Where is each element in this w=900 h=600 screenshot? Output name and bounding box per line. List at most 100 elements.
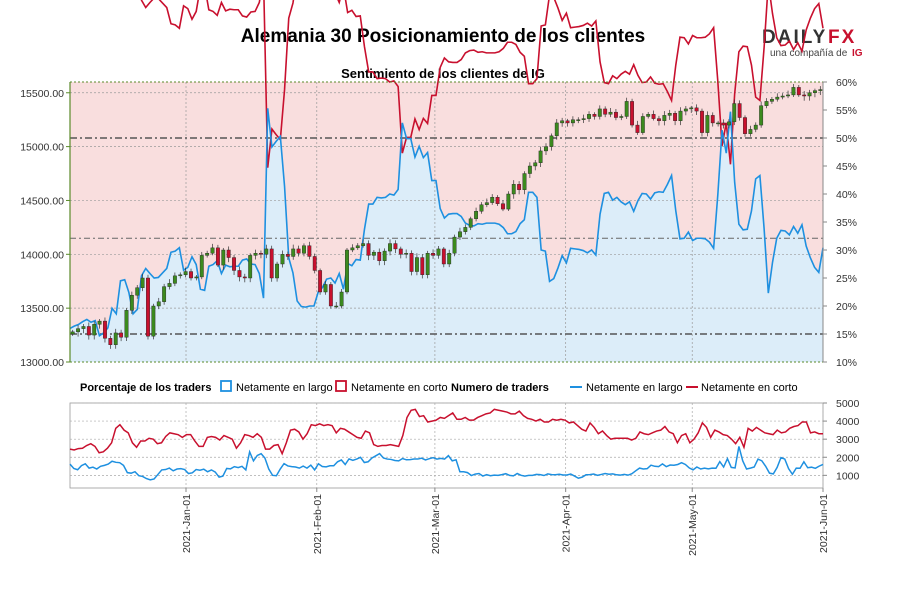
legend-short-label: Netamente en corto: [351, 382, 448, 394]
candle-body: [334, 305, 339, 308]
pct-tick-label: 30%: [836, 245, 857, 257]
candle-body: [447, 253, 452, 265]
candle-body: [614, 111, 618, 118]
net-long-pct-line: [69, 108, 824, 337]
candle-body: [382, 250, 387, 261]
candle-body: [694, 107, 699, 112]
candle-body: [780, 95, 785, 98]
candle-body: [748, 129, 753, 134]
date-tick-label: 2021-Apr-01: [561, 494, 573, 553]
candle-body: [291, 248, 296, 257]
candle-body: [167, 283, 172, 287]
candle-body: [307, 245, 312, 257]
candle-body: [667, 113, 672, 116]
candle-body: [253, 253, 258, 256]
candle-body: [640, 116, 645, 133]
candle-body: [151, 305, 156, 337]
candle-body: [436, 248, 441, 256]
candle-body: [522, 173, 527, 190]
dailyfx-logo: DAILY FX una compañía de IG: [762, 27, 863, 59]
candle-body: [517, 184, 522, 190]
candle-body: [597, 108, 602, 117]
candle-body: [199, 255, 204, 278]
chart-title: Alemania 30 Posicionamiento de los clien…: [241, 26, 645, 47]
candle-body: [501, 203, 505, 210]
candle-body: [248, 255, 253, 279]
candle-body: [813, 90, 817, 93]
candle-body: [743, 117, 747, 134]
candle-body: [178, 274, 183, 277]
candle-body: [533, 162, 538, 167]
price-tick-label: 13000.00: [20, 357, 64, 369]
candle-body: [194, 276, 199, 279]
candle-body: [323, 284, 328, 293]
pct-tick-label: 60%: [836, 77, 857, 89]
candle-body: [554, 122, 559, 137]
candle-body: [441, 248, 446, 265]
candle-body: [156, 301, 161, 307]
legend-long-label: Netamente en largo: [236, 382, 333, 394]
candle-body: [678, 110, 683, 121]
candle-body: [425, 253, 430, 275]
candle-body: [452, 236, 457, 254]
price-tick-label: 14000.00: [20, 249, 64, 261]
traders-tick-label: 1000: [836, 470, 860, 482]
candle-body: [587, 114, 591, 119]
candle-body: [221, 249, 226, 266]
candle-body: [162, 286, 167, 302]
price-tick-label: 15000.00: [20, 142, 64, 154]
candle-body: [549, 135, 554, 147]
candle-body: [732, 103, 737, 123]
candle-body: [511, 184, 516, 195]
candle-body: [393, 243, 398, 250]
candle-body: [603, 108, 608, 115]
date-tick-label: 2021-Jun-01: [818, 494, 830, 553]
price-tick-label: 15500.00: [20, 88, 64, 100]
traders-tick-label: 5000: [836, 398, 860, 410]
price-tick-label: 14500.00: [20, 195, 64, 207]
candle-body: [103, 320, 107, 339]
candle-body: [183, 271, 188, 275]
candle-body: [769, 99, 774, 102]
candle-body: [683, 108, 688, 112]
candle-body: [710, 115, 715, 124]
candle-body: [474, 211, 479, 219]
candle-body: [259, 253, 263, 255]
candle-body: [135, 287, 140, 296]
candle-body: [285, 254, 290, 257]
candle-body: [764, 101, 769, 106]
traders-tick-label: 4000: [836, 416, 860, 428]
candle-body: [657, 118, 661, 121]
traders-axis-right: 1000 2000 3000 4000 5000: [823, 398, 860, 482]
candle-body: [420, 257, 425, 275]
candle-body: [608, 111, 613, 115]
logo-badge: IG: [852, 48, 863, 59]
candle-body: [92, 324, 97, 336]
candle-body: [355, 245, 360, 249]
candle-body: [490, 197, 495, 203]
date-tick-label: 2021-Mar-01: [430, 494, 442, 554]
price-panel: 13000.00 13500.00 14000.00 14500.00 15000.00…: [20, 0, 857, 369]
legend-pct-title: Porcentaje de los traders: [80, 382, 211, 394]
candle-body: [796, 87, 801, 96]
candle-body: [624, 101, 629, 117]
date-tick-label: 2021-May-01: [687, 494, 699, 556]
pct-tick-label: 25%: [836, 273, 857, 285]
price-candles: [70, 84, 823, 349]
price-tick-label: 13500.00: [20, 303, 64, 315]
date-axis: 2021-Jan-01 2021-Feb-01 2021-Mar-01 2021-Ap…: [181, 488, 830, 556]
logo-brand-right: FX: [828, 27, 856, 48]
candle-body: [538, 150, 543, 163]
logo-brand-left: DAILY: [762, 27, 827, 48]
price-axis-left: 13000.00 13500.00 14000.00 14500.00 15000.00…: [20, 81, 823, 369]
candle-body: [775, 96, 780, 100]
candle-body: [371, 251, 376, 256]
pct-tick-label: 35%: [836, 217, 857, 229]
candle-body: [339, 291, 344, 307]
pct-tick-label: 45%: [836, 161, 857, 173]
candle-body: [495, 197, 500, 204]
candle-body: [786, 94, 790, 97]
candle-body: [721, 122, 726, 126]
candle-body: [97, 320, 102, 325]
